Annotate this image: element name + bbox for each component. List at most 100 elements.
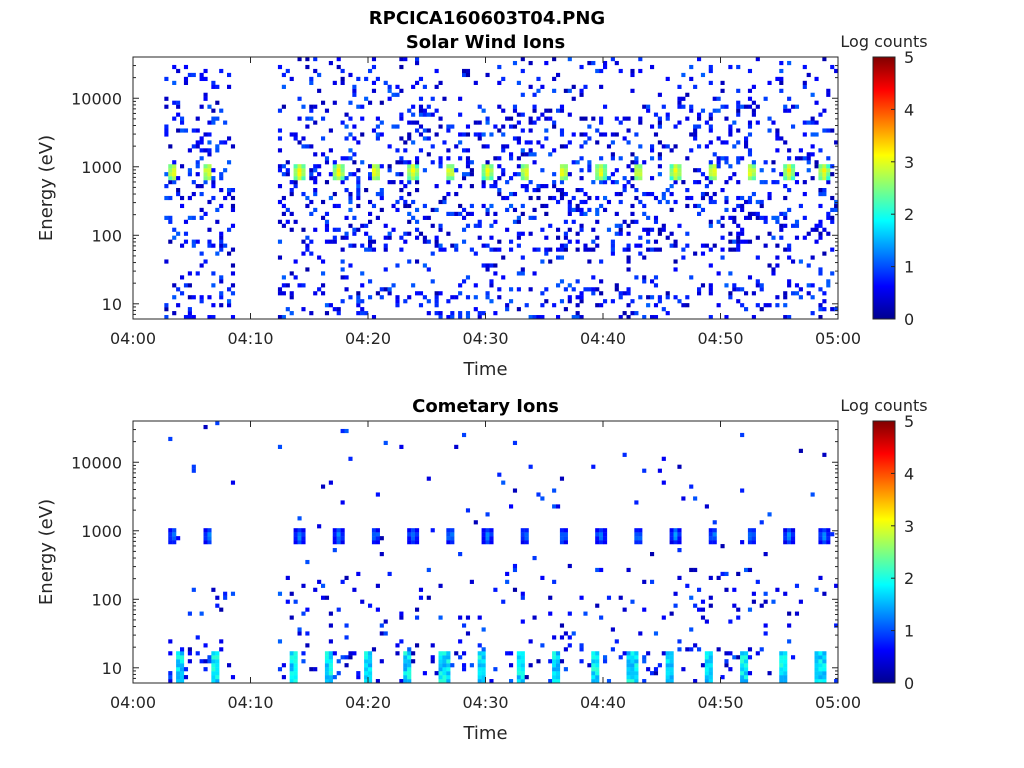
heatmap-cell <box>465 160 471 165</box>
heatmap-cell <box>426 239 431 244</box>
heatmap-cell <box>626 267 631 272</box>
heatmap-cell <box>791 528 796 533</box>
heatmap-cell <box>336 164 341 169</box>
colorbar-tick-label: 1 <box>904 258 914 277</box>
heatmap-cell <box>720 140 725 145</box>
heatmap-cell <box>708 540 713 545</box>
heatmap-cell <box>826 168 831 173</box>
heatmap-cell <box>309 176 314 181</box>
heatmap-cell <box>642 275 647 280</box>
heatmap-cell <box>744 663 749 668</box>
heatmap-cell <box>642 255 647 260</box>
heatmap-cell <box>187 311 192 316</box>
heatmap-cell <box>528 231 533 236</box>
heatmap-cell <box>348 156 353 161</box>
heatmap-cell <box>556 659 561 664</box>
heatmap-cell <box>485 207 490 213</box>
heatmap-cell <box>818 651 823 656</box>
heatmap-cell <box>610 172 615 177</box>
heatmap-cell <box>732 120 737 125</box>
heatmap-cell <box>289 655 294 660</box>
heatmap-cell <box>556 663 561 668</box>
heatmap-cell <box>822 675 827 680</box>
heatmap-cell <box>747 152 753 157</box>
heatmap-cell <box>364 96 369 101</box>
heatmap-cell <box>783 532 788 537</box>
heatmap-cell <box>767 191 772 197</box>
heatmap-cell <box>826 215 831 220</box>
heatmap-cell <box>387 235 392 240</box>
heatmap-cell <box>834 68 839 74</box>
heatmap-cell <box>344 112 349 117</box>
heatmap-cell <box>289 659 294 664</box>
heatmap-cell <box>430 144 435 149</box>
heatmap-cell <box>509 651 514 656</box>
heatmap-cell <box>704 243 709 248</box>
heatmap-cell <box>207 295 212 300</box>
heatmap-cell <box>485 536 490 541</box>
heatmap-cell <box>199 251 204 256</box>
heatmap-cell <box>356 291 361 296</box>
heatmap-cell <box>822 540 827 545</box>
heatmap-cell <box>277 667 283 672</box>
heatmap-cell <box>285 307 290 312</box>
panel-title: Cometary Ions <box>412 396 559 417</box>
heatmap-cell <box>736 607 741 612</box>
heatmap-cell <box>626 259 631 264</box>
heatmap-cell <box>638 532 643 537</box>
heatmap-cell <box>751 108 756 113</box>
heatmap-cell <box>368 219 373 224</box>
heatmap-cell <box>669 191 674 197</box>
heatmap-cell <box>595 243 600 248</box>
heatmap-cell <box>207 164 212 169</box>
heatmap-cell <box>395 263 400 268</box>
heatmap-cell <box>520 267 525 272</box>
heatmap-cell <box>180 120 185 125</box>
heatmap-cell <box>399 156 404 161</box>
heatmap-cell <box>211 667 216 672</box>
heatmap-cell <box>348 243 353 248</box>
heatmap-cell <box>180 275 185 280</box>
heatmap-cell <box>215 663 220 668</box>
heatmap-cell <box>794 104 800 109</box>
heatmap-cell <box>618 223 623 228</box>
heatmap-cell <box>477 219 482 224</box>
heatmap-cell <box>434 84 439 89</box>
heatmap-cell <box>791 532 796 537</box>
heatmap-cell <box>336 532 341 537</box>
heatmap-cell <box>164 96 169 101</box>
heatmap-cell <box>520 255 525 260</box>
heatmap-cell <box>356 571 361 577</box>
heatmap-cell <box>340 247 345 252</box>
heatmap-cell <box>591 60 596 66</box>
heatmap-cell <box>728 64 733 70</box>
heatmap-cell <box>446 655 451 660</box>
heatmap-cell <box>469 172 474 177</box>
heatmap-cell <box>693 180 698 185</box>
heatmap-cell <box>336 671 341 676</box>
heatmap-cell <box>509 504 514 509</box>
heatmap-cell <box>571 207 576 213</box>
heatmap-cell <box>356 195 361 201</box>
heatmap-cell <box>344 623 349 628</box>
heatmap-cell <box>446 299 451 304</box>
heatmap-cell <box>704 675 709 680</box>
heatmap-cell <box>516 219 521 224</box>
heatmap-cell <box>172 116 177 121</box>
heatmap-cell <box>403 679 408 684</box>
heatmap-cell <box>708 68 713 74</box>
heatmap-cell <box>403 231 408 236</box>
heatmap-cell <box>665 199 670 205</box>
heatmap-cell <box>489 279 494 284</box>
heatmap-cell <box>446 536 451 541</box>
heatmap-cell <box>720 223 725 228</box>
heatmap-cell <box>297 176 302 181</box>
heatmap-cell <box>771 271 776 276</box>
heatmap-cell <box>712 172 717 177</box>
heatmap-cell <box>740 663 745 668</box>
heatmap-cell <box>473 120 478 125</box>
heatmap-cell <box>301 651 306 656</box>
heatmap-cell <box>677 575 682 580</box>
heatmap-cell <box>418 291 424 296</box>
heatmap-cell <box>826 540 831 545</box>
